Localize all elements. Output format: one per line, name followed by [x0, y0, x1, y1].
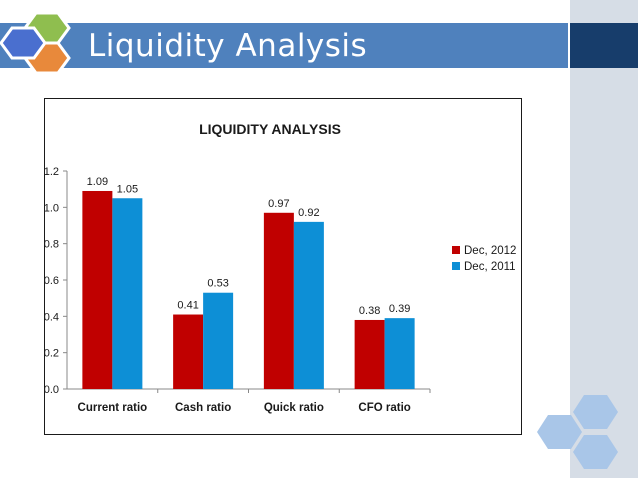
deco-hexagon-icon [537, 415, 582, 449]
data-label: 1.05 [117, 183, 138, 195]
legend-label: Dec, 2012 [464, 245, 516, 257]
x-tick-label: Quick ratio [264, 402, 324, 414]
hexagon-logo-icon [0, 11, 71, 75]
y-tick-label: 0.6 [45, 275, 59, 287]
title-bar [0, 23, 568, 68]
bar [354, 319, 385, 389]
deco-hexagon-icon [573, 395, 618, 429]
x-tick-label: Cash ratio [175, 402, 231, 414]
bar [263, 212, 294, 389]
bar [82, 190, 113, 389]
data-label: 0.38 [359, 305, 380, 317]
bar [293, 221, 324, 389]
deco-hexagon-icon [573, 435, 618, 469]
bar-chart: LIQUIDITY ANALYSIS 0.0 0.2 0.4 0.6 0.8 1.0 1.2… [45, 121, 516, 414]
y-tick-label: 1.0 [45, 202, 59, 214]
data-label: 0.53 [207, 278, 228, 290]
bar [384, 318, 415, 389]
y-tick-label: 1.2 [45, 166, 59, 178]
bar [203, 292, 234, 389]
legend-swatch [452, 246, 460, 254]
chart-frame: LIQUIDITY ANALYSIS 0.0 0.2 0.4 0.6 0.8 1.0 1.2… [44, 98, 522, 435]
y-tick-label: 0.0 [45, 384, 59, 396]
y-tick-label: 0.2 [45, 348, 59, 360]
chart-title: LIQUIDITY ANALYSIS [199, 121, 341, 137]
hexagon-blue-icon [0, 26, 47, 60]
bar [112, 198, 143, 389]
bar [173, 314, 204, 389]
title-bar-accent [570, 23, 638, 68]
slide-title: Liquidity Analysis [88, 28, 368, 64]
x-tick-label: Current ratio [78, 402, 148, 414]
decorative-hexagons-icon [537, 395, 618, 469]
data-label: 0.39 [389, 303, 410, 315]
data-label: 0.97 [268, 198, 289, 210]
legend-label: Dec, 2011 [464, 261, 516, 273]
y-tick-label: 0.4 [45, 311, 59, 323]
data-label: 1.09 [87, 176, 108, 188]
y-tick-label: 0.8 [45, 239, 59, 251]
data-label: 0.41 [177, 300, 198, 312]
x-tick-label: CFO ratio [358, 402, 410, 414]
legend-swatch [452, 262, 460, 270]
data-label: 0.92 [298, 207, 319, 219]
